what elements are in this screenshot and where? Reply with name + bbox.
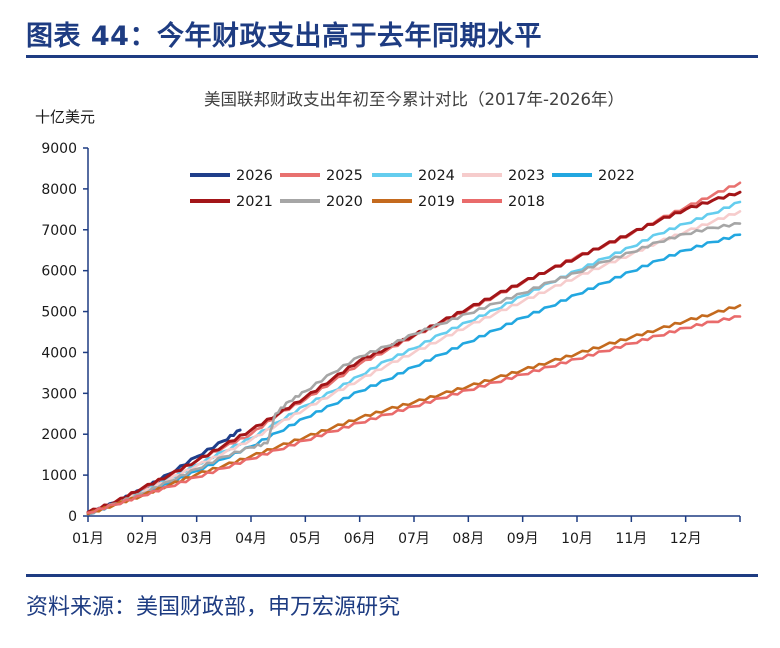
heading-rule [26, 55, 758, 58]
y-tick-label: 4000 [41, 345, 77, 361]
y-tick-label: 8000 [41, 182, 77, 198]
y-axis: 0 1000 2000 3000 4000 5000 6000 7000 8000 9000 [41, 141, 89, 525]
series-line-2018 [86, 315, 742, 514]
x-tick-label: 06月 [344, 531, 376, 547]
x-tick-label: 03月 [181, 531, 213, 547]
x-tick-label: 10月 [561, 531, 593, 547]
x-tick-label: 05月 [289, 531, 321, 547]
x-tick-label: 01月 [72, 531, 104, 547]
y-tick-label: 6000 [41, 264, 77, 280]
y-tick-label: 9000 [41, 141, 77, 157]
y-tick-label: 0 [68, 509, 77, 525]
y-tick-label: 1000 [41, 468, 77, 484]
y-tick-label: 3000 [41, 386, 77, 402]
y-tick-label: 5000 [41, 305, 77, 321]
legend-label-2026: 2026 [236, 168, 273, 184]
series-line-2022 [86, 233, 742, 516]
legend-label-2021: 2021 [236, 194, 273, 210]
y-axis-unit-label: 十亿美元 [35, 108, 95, 126]
x-axis: 01月 02月 03月 04月 05月 06月 07月 08月 09月 10月 11月 12月 [72, 515, 741, 547]
x-tick-label: 07月 [398, 531, 430, 547]
x-tick-label: 04月 [235, 531, 267, 547]
chart-title: 美国联邦财政支出年初至今累计对比（2017年-2026年） [204, 90, 624, 109]
line-chart: 美国联邦财政支出年初至今累计对比（2017年-2026年） 十亿美元 0 1000… [35, 90, 742, 547]
figure-heading: 图表 44：今年财政支出高于去年同期水平 [26, 21, 542, 52]
x-tick-label: 08月 [452, 531, 484, 547]
series-lines [86, 181, 742, 516]
legend-label-2022: 2022 [598, 168, 635, 184]
x-tick-label: 02月 [126, 531, 158, 547]
legend-label-2020: 2020 [326, 194, 363, 210]
legend-label-2025: 2025 [326, 168, 363, 184]
source-rule [26, 574, 758, 577]
legend-label-2019: 2019 [418, 194, 455, 210]
series-line-2026 [86, 428, 242, 516]
legend: 2026 2025 2024 2023 2022 2021 2020 2019 2018 [190, 168, 635, 210]
legend-label-2023: 2023 [508, 168, 545, 184]
legend-label-2018: 2018 [508, 194, 545, 210]
series-line-2019 [86, 304, 742, 516]
series-line-2023 [86, 210, 742, 516]
x-tick-label: 11月 [615, 531, 647, 547]
x-tick-label: 09月 [507, 531, 539, 547]
source-note: 资料来源：美国财政部，申万宏源研究 [26, 595, 401, 620]
legend-label-2024: 2024 [418, 168, 455, 184]
series-line-2020 [86, 222, 742, 516]
y-tick-label: 2000 [41, 427, 77, 443]
y-tick-label: 7000 [41, 223, 77, 239]
x-tick-label: 12月 [670, 531, 702, 547]
